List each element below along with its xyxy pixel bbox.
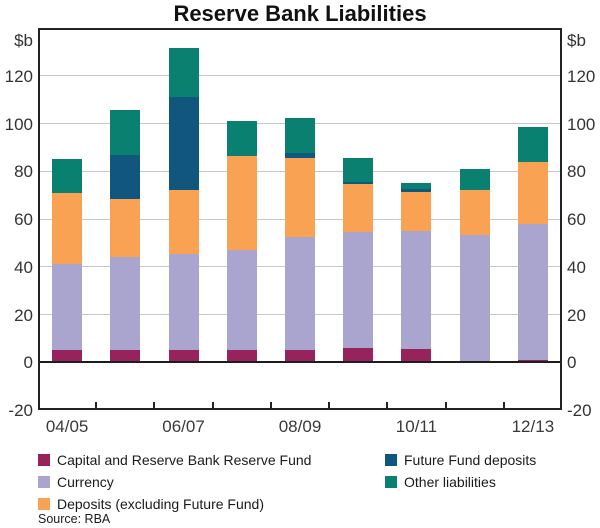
y-tick-label-left: 80 [14,162,33,182]
plot-area [38,28,562,410]
bar-segment-11/12 [459,190,490,235]
y-axis-left-line [38,28,40,410]
bar-segment-12/13 [517,127,548,162]
y-tick-label-right: 0 [567,353,577,373]
x-axis-tick [95,402,98,408]
bar-segment-09/10 [343,158,374,182]
bar-segment-07/08 [226,121,257,156]
x-axis-tick [211,402,214,408]
bar-segment-06/07 [168,97,199,191]
x-tick-label: 04/05 [45,417,89,436]
bar-segment-08/09 [285,153,315,159]
y-tick-label-right: 80 [567,162,586,182]
legend-label: Currency [57,474,114,490]
x-axis-tick [386,402,389,408]
bar-segment-07/08 [226,350,257,363]
gridline-120 [38,75,562,77]
bar-segment-09/10 [343,232,374,348]
legend-swatch-icon [38,476,50,488]
x-axis-tick [269,402,272,408]
legend-item: Other liabilities [385,474,496,490]
legend-item: Capital and Reserve Bank Reserve Fund [38,452,311,468]
bar-segment-09/10 [343,184,374,233]
y-axis-unit-left: $b [14,31,33,50]
legend-item: Deposits (excluding Future Fund) [38,496,264,512]
bar-segment-06/07 [168,253,199,351]
x-tick-label: 06/07 [162,417,205,436]
legend-swatch-icon [38,498,50,510]
legend-label: Deposits (excluding Future Fund) [57,496,264,512]
bar-segment-04/05 [52,159,83,193]
bar-segment-08/09 [285,117,315,154]
x-tick-label: 10/11 [395,417,438,436]
bar-segment-05/06 [110,110,141,155]
bar-segment-07/08 [226,250,257,351]
bar-segment-08/09 [285,350,315,363]
y-tick-label-right: 40 [567,257,586,277]
bar-segment-08/09 [285,158,315,237]
bar-segment-10/11 [401,349,432,363]
x-axis-tick [502,402,505,408]
bar-segment-11/12 [459,234,490,363]
y-tick-label-right: 120 [567,66,596,86]
bar-segment-06/07 [168,190,199,254]
bar-segment-09/10 [343,181,374,185]
y-axis-unit-right: $b [567,31,586,50]
y-axis-right-line [560,28,562,410]
y-tick-label-right: 60 [567,210,586,229]
bar-segment-10/11 [401,230,432,350]
y-tick-label-left: 60 [14,210,33,229]
bar-segment-07/08 [226,155,257,251]
bar-segment-12/13 [517,161,548,224]
bar-segment-06/07 [168,350,199,363]
bar-segment-06/07 [168,48,199,98]
bar-segment-12/13 [517,359,548,363]
legend-item: Future Fund deposits [385,452,536,468]
bar-segment-05/06 [110,198,141,258]
legend-label: Future Fund deposits [404,452,537,468]
x-axis-tick [444,402,447,408]
y-tick-label-right: -20 [567,401,592,420]
x-tick-label: 12/13 [511,417,555,436]
y-tick-label-left: 0 [23,353,33,373]
x-tick-label: 08/09 [278,417,322,436]
legend-swatch-icon [385,454,397,466]
bar-segment-10/11 [401,183,432,190]
legend-label: Other liabilities [404,474,496,490]
legend-item: Currency [38,474,114,490]
y-tick-label-left: 100 [4,114,33,134]
y-tick-label-left: -20 [8,401,33,420]
source-note: Source: RBA [38,512,111,526]
legend-label: Capital and Reserve Bank Reserve Fund [57,452,312,468]
zero-line [38,361,562,364]
bar-segment-10/11 [401,189,432,192]
legend-swatch-icon [385,476,397,488]
bar-segment-04/05 [52,350,83,363]
bar-segment-12/13 [517,223,548,360]
bar-segment-10/11 [401,191,432,231]
y-tick-label-right: 20 [567,305,586,325]
bar-segment-11/12 [459,168,490,191]
bar-segment-05/06 [110,350,141,363]
bar-segment-04/05 [52,264,83,351]
plot-border-top [38,28,562,30]
bar-segment-05/06 [110,257,141,351]
chart-title: Reserve Bank Liabilities [173,1,427,26]
bar-segment-09/10 [343,347,374,363]
bar-segment-05/06 [110,154,141,199]
y-tick-label-left: 20 [14,305,33,325]
x-axis-line [38,408,562,410]
y-tick-label-left: 120 [4,66,33,86]
y-tick-label-left: 40 [14,257,33,277]
y-tick-label-right: 100 [567,114,596,134]
bar-segment-04/05 [52,192,83,265]
x-axis-tick [328,402,331,408]
legend-swatch-icon [38,454,50,466]
x-axis-tick [153,402,156,408]
bar-segment-08/09 [285,236,315,351]
